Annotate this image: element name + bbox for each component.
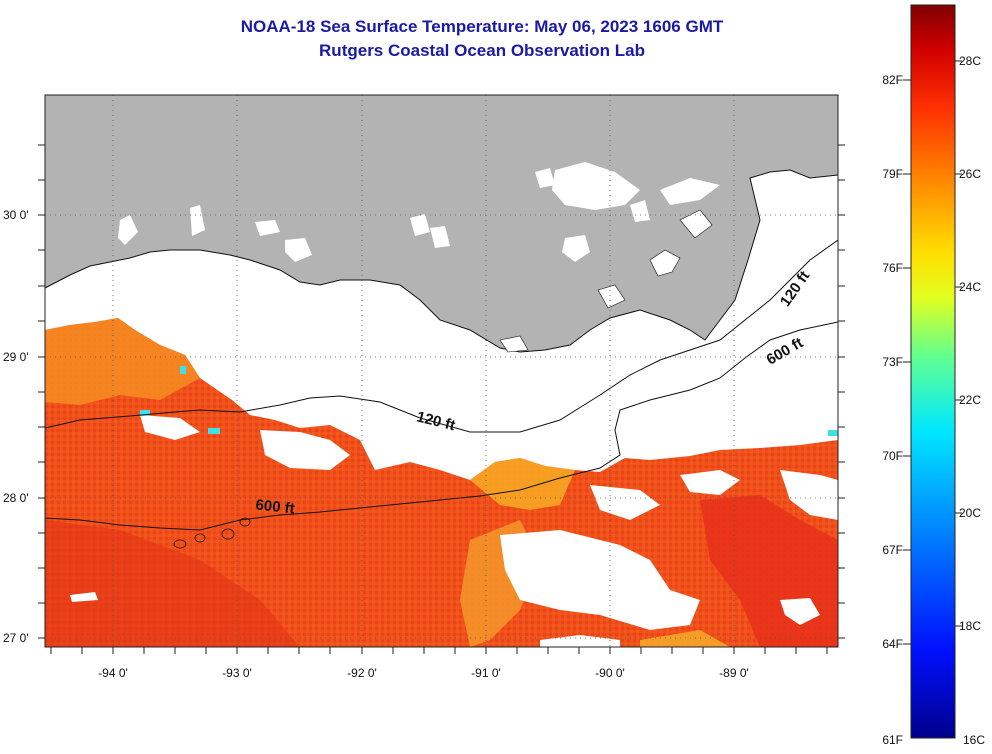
- colorbar-c-16: 16C: [963, 733, 985, 747]
- colorbar-f-79: 79F: [882, 167, 903, 181]
- colorbar-c-24: 24C: [959, 280, 981, 294]
- lat-label-27: 27 0': [3, 631, 29, 645]
- colorbar-f-70: 70F: [882, 449, 903, 463]
- land-area: [45, 95, 838, 352]
- colorbar-c-22: 22C: [959, 393, 981, 407]
- lon-label-90: -90 0': [595, 666, 625, 680]
- colorbar-f-82: 82F: [882, 73, 903, 87]
- colorbar-f-76: 76F: [882, 261, 903, 275]
- lat-label-28: 28 0': [3, 491, 29, 505]
- contour-600ft: [45, 321, 838, 531]
- lakes: [118, 162, 720, 262]
- colorbar-f-67: 67F: [882, 543, 903, 557]
- colorbar-f-64: 64F: [882, 637, 903, 651]
- cool-spots: [140, 366, 838, 436]
- colorbar-f-61: 61F: [882, 733, 903, 747]
- lon-label-92: -92 0': [347, 666, 377, 680]
- colorbar-f-73: 73F: [882, 355, 903, 369]
- colorbar-c-28: 28C: [959, 54, 981, 68]
- lon-label-89: -89 0': [719, 666, 749, 680]
- map-subtitle: Rutgers Coastal Ocean Observation Lab: [319, 41, 645, 60]
- colorbar-c-26: 26C: [959, 167, 981, 181]
- colorbar-c-18: 18C: [959, 619, 981, 633]
- cloud-mask: [70, 415, 838, 647]
- graticule: [45, 95, 838, 647]
- contour-label-600ft-west: 600 ft: [255, 496, 296, 517]
- lat-label-30: 30 0': [3, 208, 29, 222]
- contour-120ft: [45, 239, 838, 433]
- lon-label-93: -93 0': [222, 666, 252, 680]
- map-title: NOAA-18 Sea Surface Temperature: May 06,…: [240, 17, 724, 36]
- sst-mid-region: [45, 318, 200, 405]
- colorbar-c-20: 20C: [959, 506, 981, 520]
- lon-label-91: -91 0': [471, 666, 501, 680]
- colorbar: [910, 4, 956, 739]
- lat-label-29: 29 0': [3, 350, 29, 364]
- lon-label-94: -94 0': [98, 666, 128, 680]
